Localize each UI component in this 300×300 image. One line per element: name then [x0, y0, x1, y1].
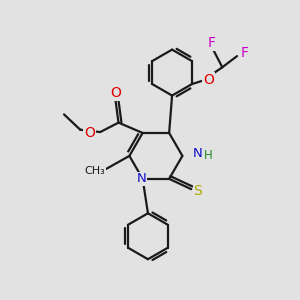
Text: F: F	[240, 46, 248, 60]
Text: F: F	[208, 36, 216, 50]
Text: H: H	[204, 149, 212, 162]
Text: O: O	[203, 73, 214, 87]
Text: CH₃: CH₃	[84, 167, 105, 176]
Text: N: N	[136, 172, 146, 185]
Text: S: S	[193, 184, 202, 199]
Text: O: O	[111, 86, 122, 100]
Text: N: N	[193, 147, 202, 160]
Text: O: O	[84, 126, 95, 140]
